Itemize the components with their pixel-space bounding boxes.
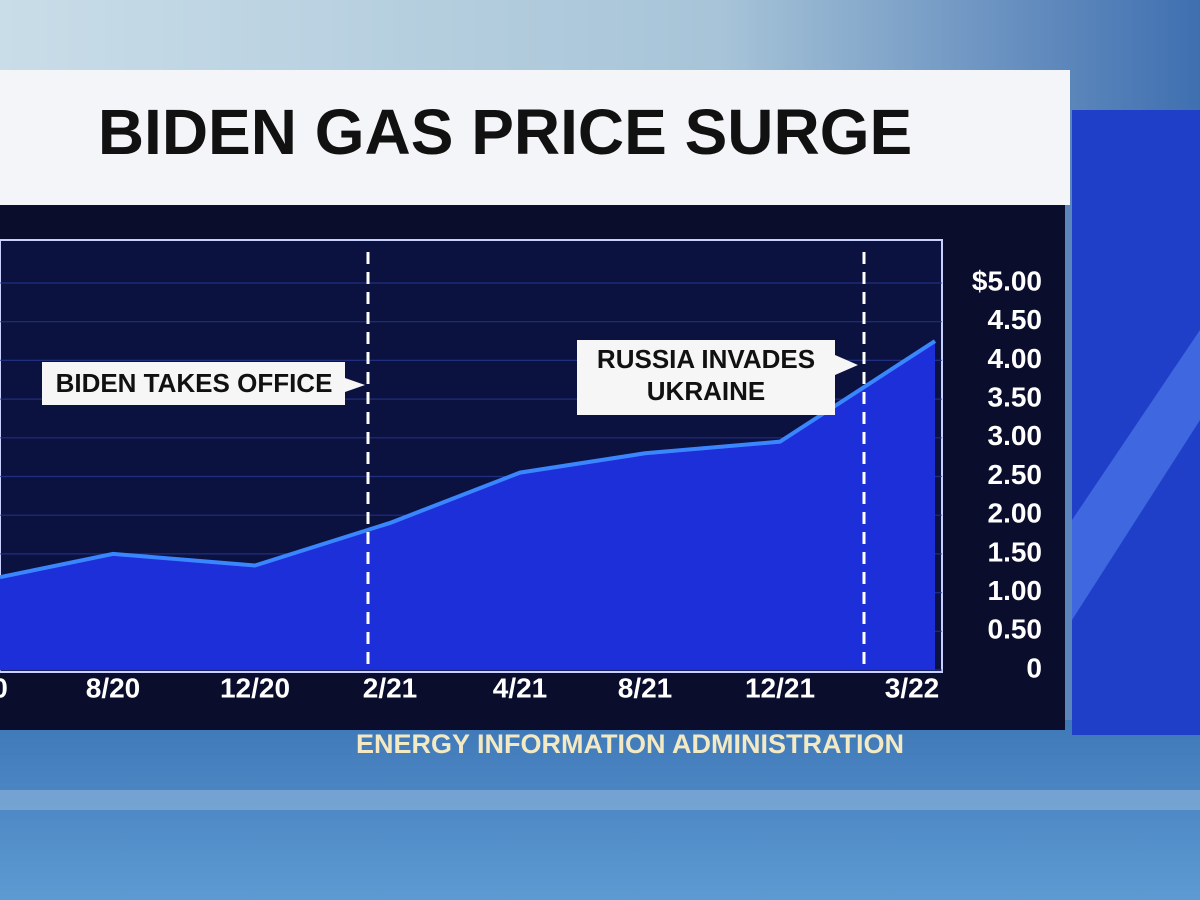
y-tick-label: 3.50 xyxy=(988,381,1043,412)
annotation: RUSSIA INVADES xyxy=(597,344,815,374)
x-tick-label: 0 xyxy=(0,672,8,703)
chart-title: BIDEN GAS PRICE SURGE xyxy=(98,96,912,168)
x-tick-label: 8/21 xyxy=(618,672,673,703)
x-tick-label: 12/20 xyxy=(220,672,290,703)
annotation-box xyxy=(577,340,858,415)
y-tick-label: 0.50 xyxy=(988,614,1043,645)
annotation: BIDEN TAKES OFFICE xyxy=(56,368,333,398)
annotation: UKRAINE xyxy=(647,376,765,406)
side-panel-accent xyxy=(1072,330,1200,620)
y-tick-label: 4.50 xyxy=(988,304,1043,335)
plot: 0 0.50 1.00 1.50 2.00 2.50 3.00 3.50 4.00 4.50 $5.… xyxy=(0,252,1042,703)
x-tick-label: 2/21 xyxy=(363,672,418,703)
y-tick-label: 1.00 xyxy=(988,575,1043,606)
y-tick-label: 2.00 xyxy=(988,498,1043,529)
y-tick-label: 1.50 xyxy=(988,536,1043,567)
y-tick-label: $5.00 xyxy=(972,265,1042,296)
x-tick-label: 12/21 xyxy=(745,672,815,703)
area xyxy=(0,341,935,670)
y-tick-label: 4.00 xyxy=(988,343,1043,374)
x-tick-label: 8/20 xyxy=(86,672,141,703)
source: ENERGY INFORMATION ADMINISTRATION xyxy=(356,729,904,759)
y-tick-label: 3.00 xyxy=(988,420,1043,451)
x-tick-label: 4/21 xyxy=(493,672,548,703)
line xyxy=(0,339,937,580)
stripe xyxy=(0,790,1200,810)
title-bar xyxy=(0,70,1070,205)
y-tick-label: 2.50 xyxy=(988,459,1043,490)
annotation-box xyxy=(42,362,365,405)
y-tick-label: 0 xyxy=(1026,652,1042,683)
x-tick-label: 3/22 xyxy=(885,672,940,703)
